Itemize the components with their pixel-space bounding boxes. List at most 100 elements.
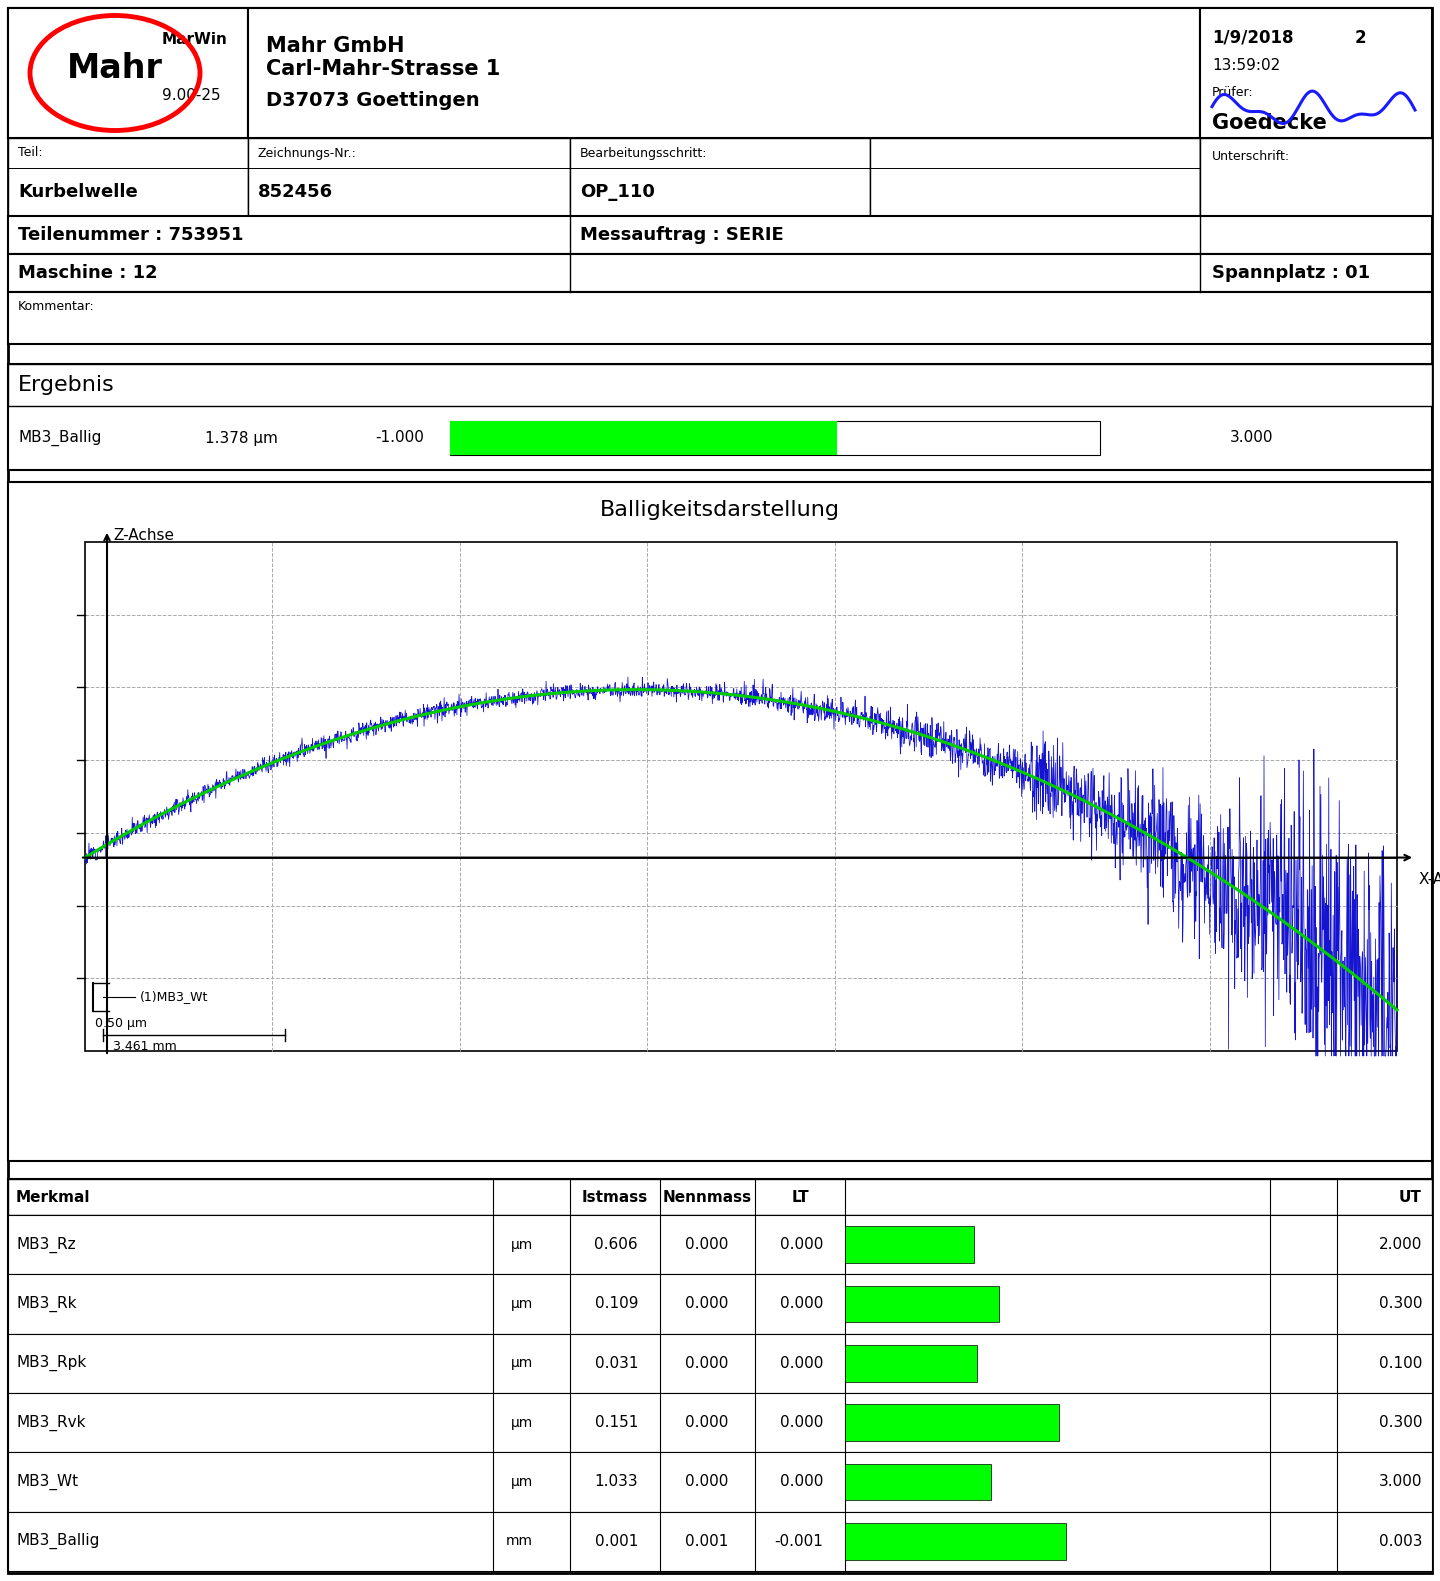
Bar <box>9 8 248 138</box>
Text: 0.003: 0.003 <box>1378 1534 1423 1549</box>
Text: Prüfer:: Prüfer: <box>1212 87 1254 100</box>
Text: 852456: 852456 <box>258 183 333 201</box>
Bar <box>9 1453 1431 1511</box>
Text: 0.001: 0.001 <box>595 1534 638 1549</box>
Bar <box>9 1179 1431 1216</box>
Text: Merkmal: Merkmal <box>16 1189 91 1205</box>
Text: X-Achse: X-Achse <box>1418 873 1440 887</box>
Text: 0.300: 0.300 <box>1378 1415 1423 1431</box>
Bar <box>1200 8 1431 138</box>
Text: 3.000: 3.000 <box>1230 430 1273 446</box>
Bar <box>845 1404 1058 1440</box>
Bar <box>870 138 1200 217</box>
Text: MarWin: MarWin <box>161 33 228 47</box>
Bar <box>9 292 1431 345</box>
Text: 0.000: 0.000 <box>779 1296 824 1312</box>
Text: MB3_Ballig: MB3_Ballig <box>17 430 101 446</box>
Bar <box>1200 138 1431 217</box>
Bar <box>9 1334 1431 1393</box>
Text: 0.606: 0.606 <box>595 1238 638 1252</box>
Text: 0.000: 0.000 <box>779 1356 824 1371</box>
Text: Carl-Mahr-Strasse 1: Carl-Mahr-Strasse 1 <box>266 58 500 79</box>
Text: Teilenummer : 753951: Teilenummer : 753951 <box>17 226 243 243</box>
Text: 0.151: 0.151 <box>595 1415 638 1431</box>
Text: Ergebnis: Ergebnis <box>17 375 115 395</box>
Bar <box>9 1179 1431 1572</box>
Bar <box>845 1285 999 1322</box>
Text: UT: UT <box>1400 1189 1423 1205</box>
Bar <box>9 482 1431 1160</box>
Text: MB3_Ballig: MB3_Ballig <box>16 1534 99 1549</box>
Text: µm: µm <box>511 1415 533 1429</box>
Text: OP_110: OP_110 <box>580 183 655 201</box>
Text: MB3_Rk: MB3_Rk <box>16 1296 76 1312</box>
Bar <box>85 542 1397 1051</box>
Text: 0.000: 0.000 <box>684 1415 729 1431</box>
Bar <box>570 138 870 217</box>
Bar <box>9 217 1431 255</box>
Bar <box>845 1345 976 1382</box>
Bar <box>9 1274 1431 1334</box>
Bar <box>9 364 1431 470</box>
Bar <box>449 421 837 455</box>
Text: µm: µm <box>511 1238 533 1252</box>
Text: -1.000: -1.000 <box>374 430 423 446</box>
Bar <box>248 8 1200 138</box>
Text: Maschine : 12: Maschine : 12 <box>17 264 157 281</box>
Text: 1.033: 1.033 <box>595 1475 638 1489</box>
Text: 0.000: 0.000 <box>684 1356 729 1371</box>
Text: Mahr GmbH: Mahr GmbH <box>266 36 405 55</box>
Text: 9.00-25: 9.00-25 <box>161 89 220 103</box>
Text: µm: µm <box>511 1356 533 1371</box>
Text: 0.000: 0.000 <box>684 1475 729 1489</box>
Bar <box>845 1227 973 1263</box>
Text: MB3_Rpk: MB3_Rpk <box>16 1355 86 1371</box>
Bar <box>9 255 1431 292</box>
Text: Z-Achse: Z-Achse <box>112 528 174 544</box>
Text: 0.000: 0.000 <box>779 1415 824 1431</box>
Text: µm: µm <box>511 1475 533 1489</box>
Text: Bearbeitungsschritt:: Bearbeitungsschritt: <box>580 147 707 160</box>
Bar <box>845 1523 1066 1560</box>
Bar <box>9 138 248 217</box>
Bar <box>9 1511 1431 1572</box>
Text: Goedecke: Goedecke <box>1212 112 1326 133</box>
Text: LT: LT <box>791 1189 809 1205</box>
Bar <box>9 8 1431 138</box>
Bar <box>449 421 1100 455</box>
Bar <box>9 1393 1431 1453</box>
Text: Nennmass: Nennmass <box>662 1189 752 1205</box>
Bar <box>248 138 570 217</box>
Text: -0.001: -0.001 <box>775 1534 824 1549</box>
Text: 0.100: 0.100 <box>1378 1356 1423 1371</box>
Text: 1.378 µm: 1.378 µm <box>204 430 278 446</box>
Text: Zeichnungs-Nr.:: Zeichnungs-Nr.: <box>258 147 357 160</box>
Text: 0.031: 0.031 <box>595 1356 638 1371</box>
Text: Messauftrag : SERIE: Messauftrag : SERIE <box>580 226 783 243</box>
Text: MB3_Rz: MB3_Rz <box>16 1236 76 1252</box>
Text: 2.000: 2.000 <box>1378 1238 1423 1252</box>
Bar <box>9 1216 1431 1274</box>
Text: 3.000: 3.000 <box>1378 1475 1423 1489</box>
Text: 0.000: 0.000 <box>779 1238 824 1252</box>
Text: Istmass: Istmass <box>582 1189 648 1205</box>
Text: 1/9/2018: 1/9/2018 <box>1212 28 1293 47</box>
Text: 0.000: 0.000 <box>779 1475 824 1489</box>
Text: Kurbelwelle: Kurbelwelle <box>17 183 138 201</box>
Text: Balligkeitsdarstellung: Balligkeitsdarstellung <box>600 500 840 520</box>
Text: mm: mm <box>505 1534 533 1548</box>
Text: (1)MB3_Wt: (1)MB3_Wt <box>140 991 209 1004</box>
Text: D37073 Goettingen: D37073 Goettingen <box>266 90 480 109</box>
Text: Spannplatz : 01: Spannplatz : 01 <box>1212 264 1369 281</box>
Text: 0.000: 0.000 <box>684 1238 729 1252</box>
Text: Unterschrift:: Unterschrift: <box>1212 150 1290 163</box>
Text: 0.001: 0.001 <box>684 1534 729 1549</box>
Text: MB3_Rvk: MB3_Rvk <box>16 1415 85 1431</box>
Bar <box>845 1464 991 1500</box>
Text: Kommentar:: Kommentar: <box>17 299 95 313</box>
Bar <box>9 364 1431 406</box>
Text: Mahr: Mahr <box>68 52 163 85</box>
Text: 0.109: 0.109 <box>595 1296 638 1312</box>
Text: 13:59:02: 13:59:02 <box>1212 58 1280 73</box>
Text: Teil:: Teil: <box>17 147 43 160</box>
